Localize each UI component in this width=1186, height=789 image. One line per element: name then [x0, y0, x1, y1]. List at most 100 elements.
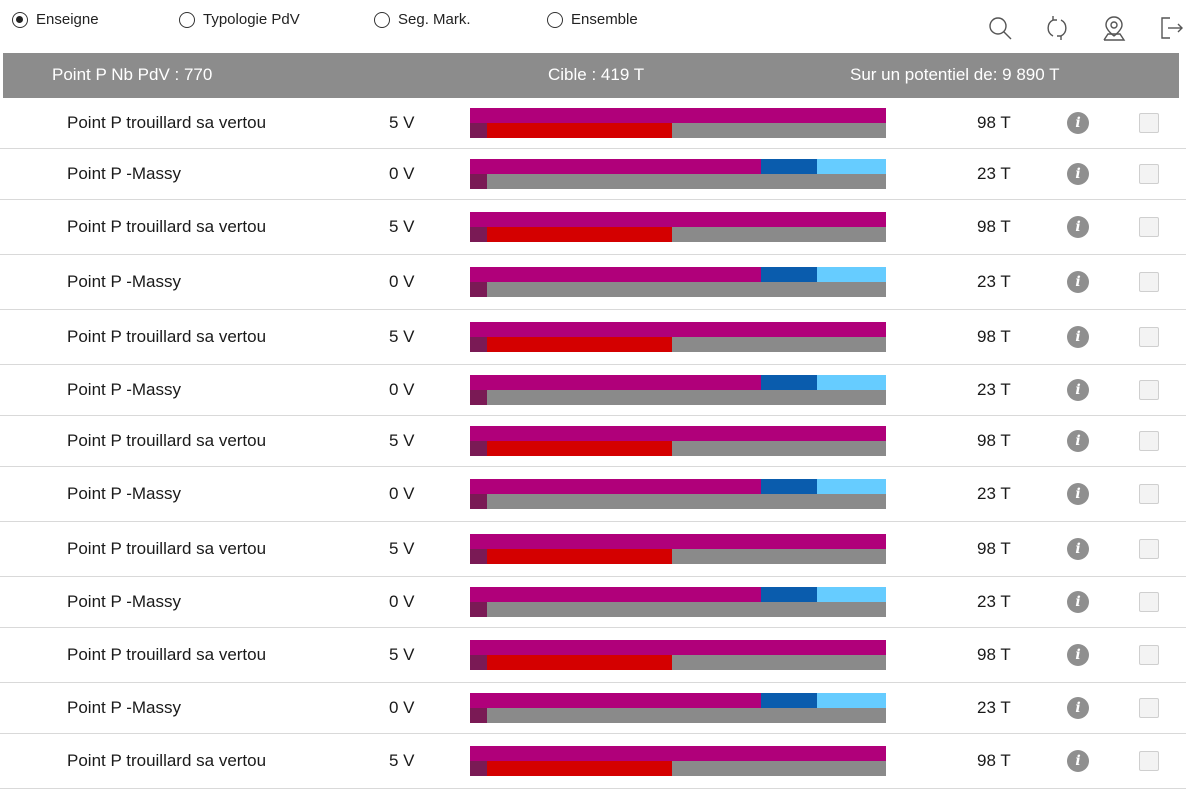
bar-segment-stub [470, 549, 487, 564]
tonnage-value: 98 T [977, 113, 1011, 132]
info-icon[interactable]: i [1067, 750, 1089, 772]
info-icon[interactable]: i [1067, 591, 1089, 613]
info-icon[interactable]: i [1067, 326, 1089, 348]
bar-segment-red [470, 123, 672, 138]
bar-segment-light-blue [817, 159, 886, 174]
bar-segment-stub [470, 602, 487, 617]
row-checkbox[interactable] [1139, 645, 1159, 665]
bar-track [470, 282, 886, 297]
row-checkbox[interactable] [1139, 217, 1159, 237]
table-row[interactable]: Point P trouillard sa vertou 5 V 98 T i [0, 98, 1186, 149]
bar-segment-light-blue [817, 693, 886, 708]
progress-bar [470, 534, 886, 564]
row-checkbox[interactable] [1139, 592, 1159, 612]
store-name: Point P -Massy [67, 380, 182, 399]
table-row[interactable]: Point P trouillard sa vertou 5 V 98 T i [0, 628, 1186, 683]
progress-bar [470, 693, 886, 723]
radio-seg-mark[interactable] [374, 11, 390, 28]
info-icon[interactable]: i [1067, 163, 1089, 185]
bar-segment-red [470, 549, 672, 564]
visit-count: 0 V [389, 164, 415, 183]
table-row[interactable]: Point P -Massy 0 V 23 T i [0, 683, 1186, 734]
progress-bar [470, 587, 886, 617]
refresh-icon[interactable] [1043, 14, 1071, 42]
bar-segment-stub [470, 227, 487, 242]
tonnage-value: 98 T [977, 327, 1011, 346]
row-checkbox[interactable] [1139, 484, 1159, 504]
table-row[interactable]: Point P -Massy 0 V 23 T i [0, 365, 1186, 416]
potential-value: Sur un potentiel de: 9 890 T [850, 65, 1060, 84]
map-pin-icon[interactable] [1100, 14, 1128, 42]
progress-bar [470, 746, 886, 776]
store-name: Point P -Massy [67, 484, 182, 503]
filter-seg-mark-label: Seg. Mark. [398, 11, 471, 28]
table-row[interactable]: Point P -Massy 0 V 23 T i [0, 255, 1186, 310]
row-checkbox[interactable] [1139, 431, 1159, 451]
radio-typologie[interactable] [179, 11, 195, 28]
tonnage-value: 23 T [977, 272, 1011, 291]
bar-segment-stub [470, 494, 487, 509]
bar-segment-achieved [470, 693, 761, 708]
info-icon[interactable]: i [1067, 271, 1089, 293]
radio-enseigne[interactable] [12, 11, 28, 28]
bar-segment-dark-blue [761, 159, 817, 174]
row-checkbox[interactable] [1139, 327, 1159, 347]
table-row[interactable]: Point P trouillard sa vertou 5 V 98 T i [0, 522, 1186, 577]
info-icon[interactable]: i [1067, 430, 1089, 452]
bar-segment-red [470, 441, 672, 456]
table-row[interactable]: Point P -Massy 0 V 23 T i [0, 577, 1186, 628]
bar-segment-achieved [470, 267, 761, 282]
store-name: Point P trouillard sa vertou [67, 217, 267, 236]
bar-track [470, 174, 886, 189]
tonnage-value: 23 T [977, 380, 1011, 399]
row-checkbox[interactable] [1139, 751, 1159, 771]
info-icon[interactable]: i [1067, 697, 1089, 719]
info-icon[interactable]: i [1067, 538, 1089, 560]
table-row[interactable]: Point P trouillard sa vertou 5 V 98 T i [0, 734, 1186, 789]
info-icon[interactable]: i [1067, 379, 1089, 401]
tonnage-value: 23 T [977, 592, 1011, 611]
progress-bar [470, 375, 886, 405]
row-checkbox[interactable] [1139, 272, 1159, 292]
bar-track [470, 602, 886, 617]
filter-typologie[interactable]: Typologie PdV [179, 11, 300, 28]
bar-segment-dark-blue [761, 267, 817, 282]
target-value: Cible : 419 T [548, 65, 645, 84]
logout-icon[interactable] [1157, 14, 1185, 42]
bar-segment-achieved [470, 640, 886, 655]
row-checkbox[interactable] [1139, 539, 1159, 559]
visit-count: 5 V [389, 113, 415, 132]
bar-segment-dark-blue [761, 587, 817, 602]
info-icon[interactable]: i [1067, 644, 1089, 666]
tonnage-value: 23 T [977, 698, 1011, 717]
filter-seg-mark[interactable]: Seg. Mark. [374, 11, 471, 28]
info-icon[interactable]: i [1067, 216, 1089, 238]
filter-enseigne[interactable]: Enseigne [12, 11, 99, 28]
search-icon[interactable] [986, 14, 1014, 42]
info-icon[interactable]: i [1067, 483, 1089, 505]
row-checkbox[interactable] [1139, 113, 1159, 133]
filter-bar: Enseigne Typologie PdV Seg. Mark. Ensemb… [0, 0, 1186, 52]
visit-count: 0 V [389, 698, 415, 717]
row-checkbox[interactable] [1139, 164, 1159, 184]
progress-bar [470, 426, 886, 456]
radio-ensemble[interactable] [547, 11, 563, 28]
progress-bar [470, 479, 886, 509]
bar-segment-light-blue [817, 267, 886, 282]
row-checkbox[interactable] [1139, 698, 1159, 718]
bar-track [470, 494, 886, 509]
table-row[interactable]: Point P trouillard sa vertou 5 V 98 T i [0, 200, 1186, 255]
bar-segment-achieved [470, 587, 761, 602]
visit-count: 5 V [389, 327, 415, 346]
row-checkbox[interactable] [1139, 380, 1159, 400]
info-icon[interactable]: i [1067, 112, 1089, 134]
table-row[interactable]: Point P trouillard sa vertou 5 V 98 T i [0, 310, 1186, 365]
bar-segment-stub [470, 282, 487, 297]
table-row[interactable]: Point P -Massy 0 V 23 T i [0, 467, 1186, 522]
table-row[interactable]: Point P -Massy 0 V 23 T i [0, 149, 1186, 200]
filter-ensemble[interactable]: Ensemble [547, 11, 638, 28]
progress-bar [470, 640, 886, 670]
bar-segment-stub [470, 337, 487, 352]
table-row[interactable]: Point P trouillard sa vertou 5 V 98 T i [0, 416, 1186, 467]
bar-segment-stub [470, 708, 487, 723]
